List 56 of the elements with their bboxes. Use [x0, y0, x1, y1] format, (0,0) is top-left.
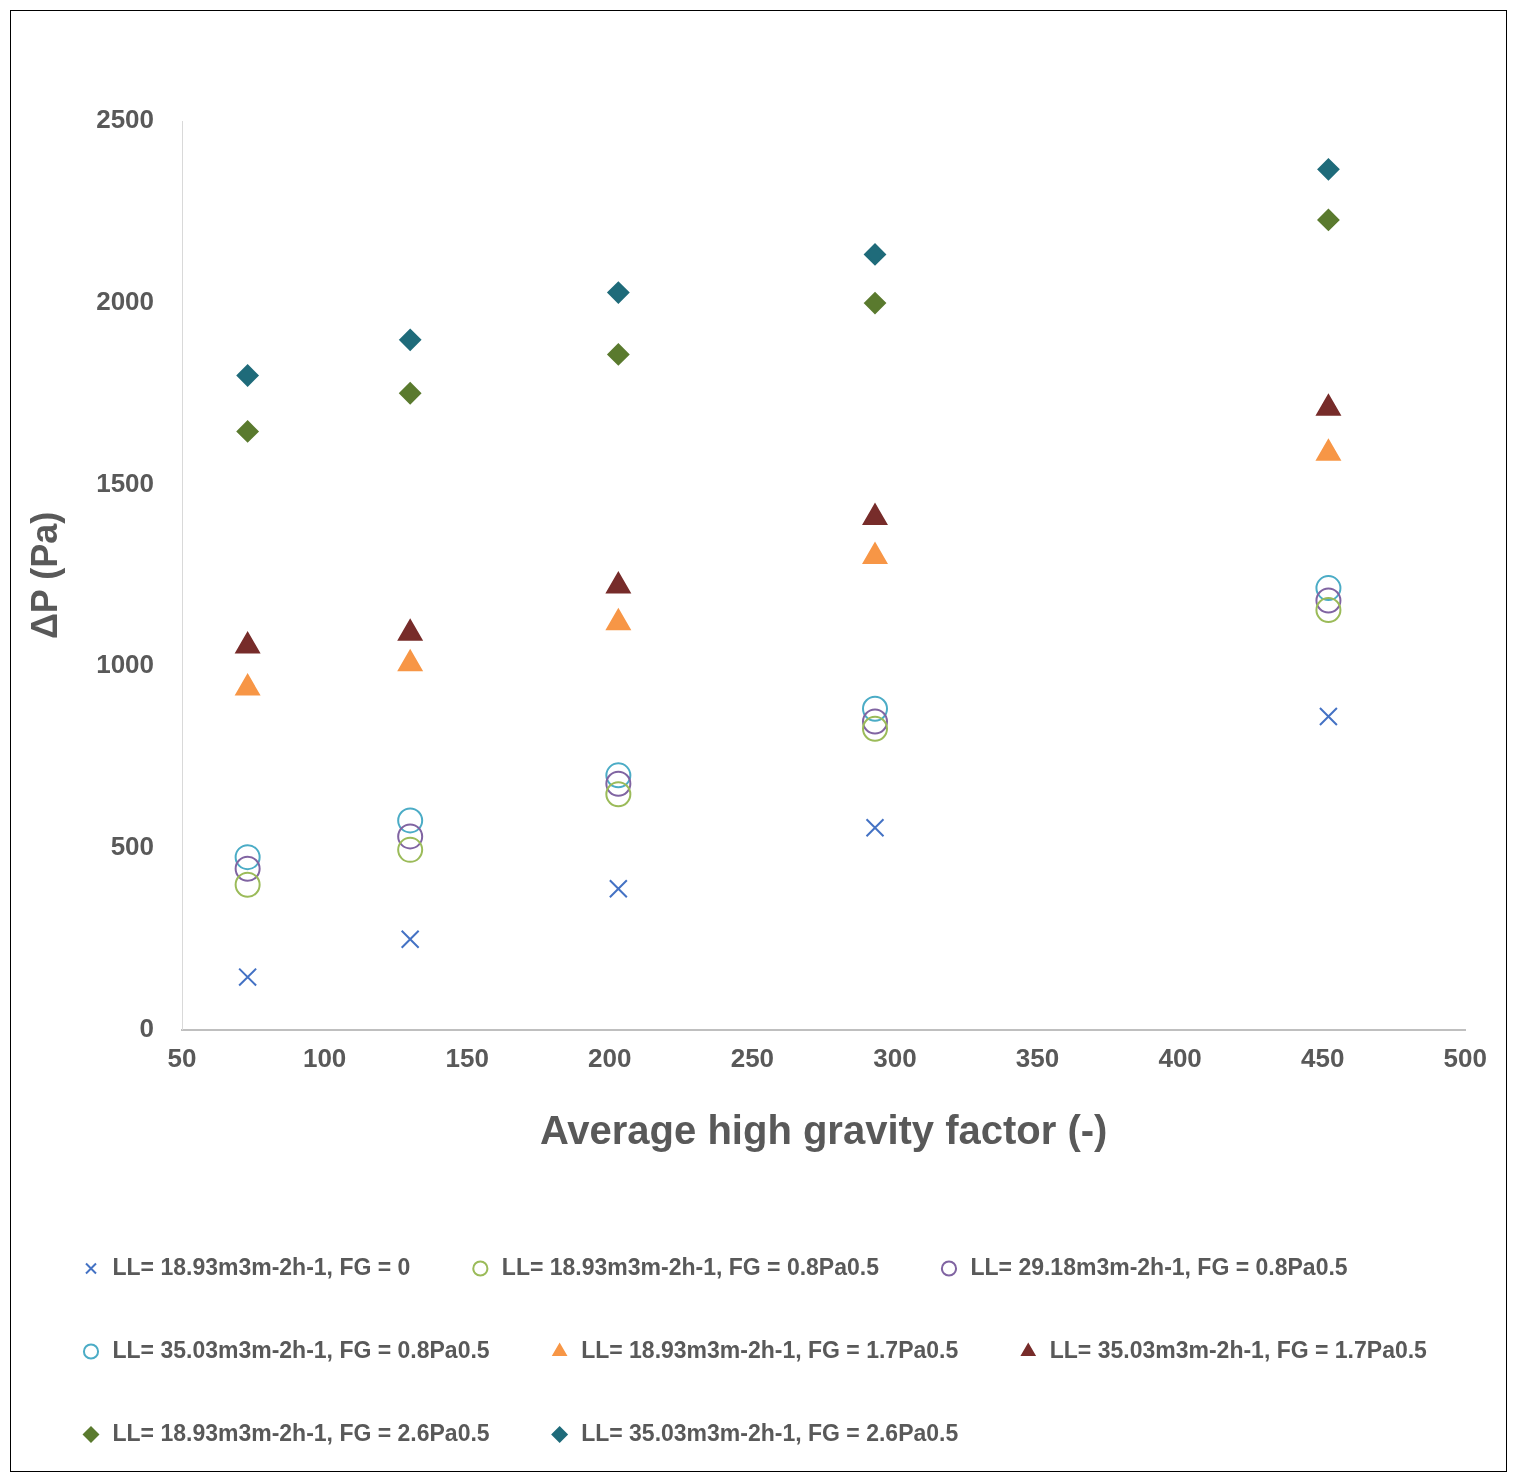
- x-tick-label: 50: [167, 1042, 197, 1073]
- point: [1315, 587, 1342, 614]
- point: [864, 292, 887, 315]
- x-tick-label: 350: [1015, 1042, 1060, 1073]
- point: [607, 343, 630, 366]
- point: [862, 695, 889, 722]
- y-tick-label: 0: [139, 1012, 155, 1043]
- x-tick-label: 200: [588, 1042, 632, 1073]
- legend-label: LL= 18.93m3m-2h-1, FG = 1.7Pa0.5: [581, 1336, 959, 1363]
- point: [236, 420, 259, 443]
- y-tick-label: 1000: [96, 649, 155, 680]
- legend-label: LL= 35.03m3m-2h-1, FG = 2.6Pa0.5: [581, 1419, 959, 1446]
- point: [234, 871, 261, 898]
- point: [605, 781, 632, 808]
- point: [864, 243, 887, 266]
- x-tick-label: 100: [302, 1042, 347, 1073]
- y-tick-label: 2000: [96, 285, 155, 316]
- point: [397, 807, 424, 834]
- point: [862, 715, 889, 742]
- point: [865, 818, 885, 838]
- point: [1317, 208, 1340, 231]
- y-tick-label: 500: [110, 831, 155, 862]
- point: [234, 855, 261, 882]
- y-tick-label: 2500: [96, 104, 155, 135]
- point: [238, 967, 258, 987]
- point: [234, 844, 261, 871]
- legend-label: LL= 29.18m3m-2h-1, FG = 0.8Pa0.5: [970, 1253, 1348, 1280]
- x-tick-label: 400: [1158, 1042, 1202, 1073]
- point: [1315, 575, 1342, 602]
- x-tick-label: 500: [1443, 1042, 1488, 1073]
- legend-label: LL= 18.93m3m-2h-1, FG = 2.6Pa0.5: [112, 1419, 490, 1446]
- point: [399, 328, 422, 351]
- x-tick-label: 250: [730, 1042, 775, 1073]
- point: [236, 364, 259, 387]
- x-axis-title: Average high gravity factor (-): [539, 1108, 1108, 1153]
- legend-label: LL= 18.93m3m-2h-1, FG = 0.8Pa0.5: [501, 1253, 880, 1280]
- point: [397, 823, 424, 850]
- x-tick-label: 150: [445, 1042, 489, 1073]
- legend-label: LL= 35.03m3m-2h-1, FG = 1.7Pa0.5: [1049, 1336, 1428, 1363]
- x-tick-label: 300: [873, 1042, 917, 1073]
- point: [1315, 596, 1342, 623]
- point: [1318, 706, 1338, 726]
- legend-label: LL= 18.93m3m-2h-1, FG = 0: [112, 1253, 411, 1280]
- y-axis-title: ΔP (Pa): [23, 511, 65, 640]
- x-tick-label: 450: [1301, 1042, 1345, 1073]
- legend-label: LL= 35.03m3m-2h-1, FG = 0.8Pa0.5: [112, 1336, 490, 1363]
- point: [399, 382, 422, 405]
- point: [608, 879, 628, 899]
- point: [605, 770, 632, 797]
- point: [607, 281, 630, 304]
- point: [862, 708, 889, 735]
- point: [400, 929, 420, 949]
- point: [397, 836, 424, 863]
- point: [605, 762, 632, 789]
- y-tick-label: 1500: [96, 467, 155, 498]
- point: [1317, 158, 1340, 181]
